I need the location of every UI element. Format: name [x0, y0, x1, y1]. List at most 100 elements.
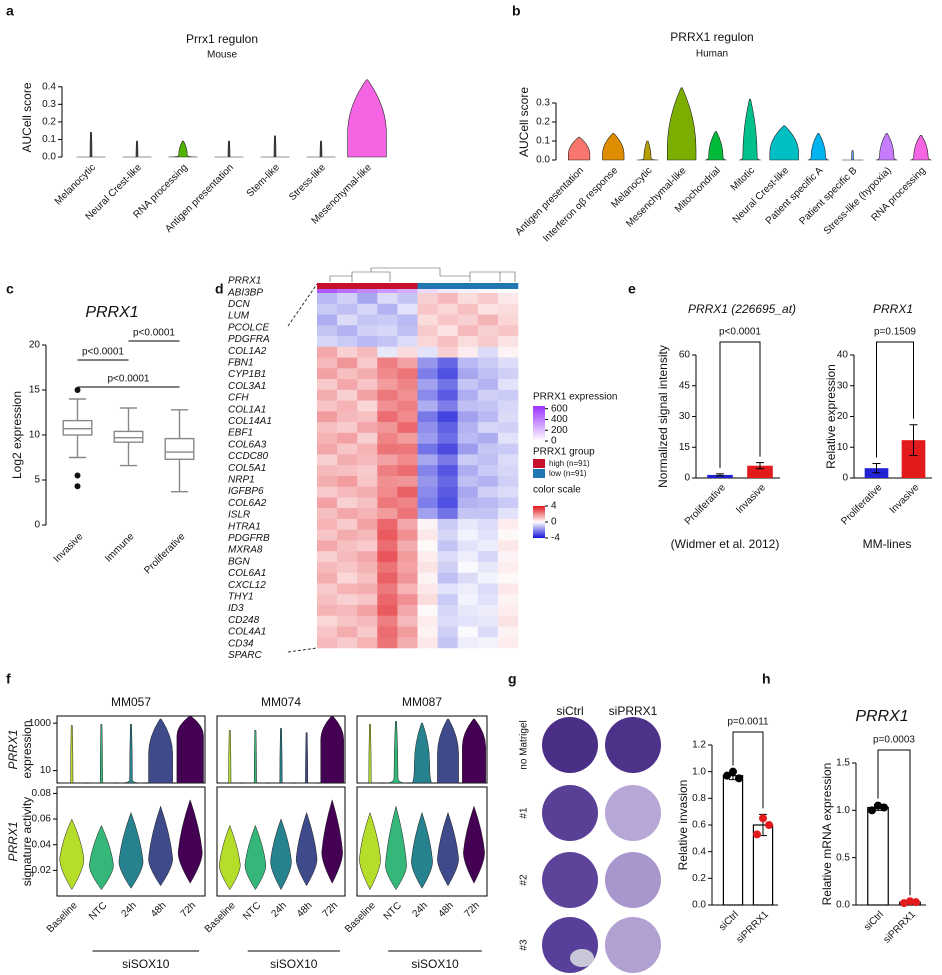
- x-tick-label: 72h: [179, 900, 199, 920]
- heatmap-cell: [497, 615, 519, 627]
- heatmap-cell: [437, 346, 458, 358]
- heatmap-cell: [317, 422, 338, 434]
- heatmap-cell: [417, 389, 438, 401]
- y-axis-label: Relative invasion: [676, 780, 690, 871]
- heatmap-cell: [377, 465, 398, 477]
- y-tick-label: 0.8: [692, 793, 706, 804]
- heatmap-cell: [437, 572, 458, 584]
- gene-label: ISLR: [228, 510, 250, 521]
- group-label: siSOX10: [411, 957, 459, 971]
- heatmap-cell: [397, 325, 418, 337]
- violin: [568, 136, 591, 161]
- heatmap-cell: [437, 529, 458, 541]
- heatmap-cell: [357, 540, 378, 552]
- violin: [437, 811, 459, 887]
- violin: [705, 131, 727, 161]
- heatmap-cell: [337, 486, 358, 498]
- heatmap-cell: [437, 411, 458, 423]
- heatmap-cell: [457, 551, 479, 563]
- x-tick-label: 48h: [436, 900, 456, 920]
- heatmap-cell: [397, 422, 418, 434]
- heatmap-cell: [357, 357, 378, 369]
- heatmap-cell: [437, 389, 458, 401]
- x-tick-label: NTC: [382, 900, 404, 922]
- heatmap-cell: [357, 336, 378, 348]
- heatmap-cell: [377, 637, 398, 649]
- heatmap-cell: [397, 400, 418, 412]
- heatmap-cell: [357, 518, 378, 530]
- heatmap-cell: [497, 561, 519, 573]
- group-bar: [497, 283, 519, 289]
- expression-bar: [417, 289, 438, 293]
- heatmap-cell: [317, 497, 338, 509]
- heatmap-cell: [357, 572, 378, 584]
- x-tick-label: Stress-like: [287, 162, 328, 203]
- chart-title: PRRX1: [873, 302, 913, 316]
- data-point: [912, 898, 920, 907]
- violin: [875, 133, 898, 161]
- connector: [287, 283, 318, 327]
- gene-label: COL1A1: [228, 404, 266, 415]
- heatmap-cell: [477, 572, 499, 584]
- heatmap-cell: [437, 454, 458, 466]
- group-bar: [457, 283, 479, 289]
- heatmap-cell: [497, 626, 519, 638]
- violin: [59, 725, 84, 784]
- chart-title: Prrx1 regulon: [186, 32, 258, 46]
- y-tick-label: 0.4: [692, 846, 706, 857]
- gene-label: CCDC80: [228, 451, 268, 462]
- heatmap-cell: [417, 518, 438, 530]
- heatmap-cell: [417, 454, 438, 466]
- x-tick-label: NTC: [87, 900, 109, 922]
- y-axis-label: #3: [519, 939, 530, 951]
- gene-label: BGN: [228, 556, 250, 567]
- heatmap-cell: [397, 432, 418, 444]
- violin: [148, 805, 173, 887]
- group-bar: [357, 283, 378, 289]
- violin: [462, 718, 486, 784]
- heatmap-cell: [417, 486, 438, 498]
- heatmap-cell: [437, 604, 458, 617]
- error-bar: [872, 463, 881, 474]
- heatmap-cell: [397, 529, 418, 541]
- heatmap-cell: [317, 411, 338, 423]
- heatmap-cell: [457, 540, 479, 552]
- heatmap-cell: [377, 379, 398, 391]
- heatmap-cell: [357, 594, 378, 606]
- heatmap-cell: [377, 626, 398, 638]
- x-tick-label: Invasive: [52, 531, 86, 565]
- heatmap-cell: [437, 293, 458, 305]
- violin: [841, 150, 864, 161]
- heatmap-cell: [377, 583, 398, 595]
- heatmap-cell: [397, 561, 418, 573]
- heatmap-cell: [497, 368, 519, 380]
- heatmap-cell: [317, 518, 338, 530]
- heatmap-cell: [457, 637, 479, 649]
- y-tick-label: 1.5: [836, 758, 850, 769]
- heatmap-cell: [497, 529, 519, 541]
- heatmap-cell: [457, 422, 479, 434]
- heatmap-cell: [457, 475, 479, 487]
- heatmap-cell: [417, 572, 438, 584]
- heatmap-cell: [337, 357, 358, 369]
- heatmap-cell: [337, 293, 358, 305]
- heatmap-cell: [417, 432, 438, 444]
- column-label: siPRRX1: [609, 704, 658, 718]
- heatmap-cell: [377, 475, 398, 487]
- panel-letter: d: [215, 281, 224, 297]
- heatmap-cell: [497, 637, 519, 649]
- heatmap-cell: [417, 637, 438, 649]
- y-axis-label: PRRX1: [6, 821, 20, 861]
- heatmap-cell: [377, 314, 398, 326]
- outlier: [74, 483, 81, 490]
- legend-tick-label: 0: [551, 436, 557, 447]
- chart-title: PRRX1: [855, 708, 908, 725]
- gene-label: PDGFRB: [228, 533, 270, 544]
- y-tick-label: 10: [29, 430, 41, 441]
- well-glare: [570, 949, 594, 967]
- y-tick-label: 40: [837, 350, 849, 361]
- heatmap-cell: [477, 497, 499, 509]
- x-tick-label: Patient specific B: [798, 165, 860, 227]
- gene-label: PDGFRA: [228, 334, 270, 345]
- heatmap-cell: [457, 400, 479, 412]
